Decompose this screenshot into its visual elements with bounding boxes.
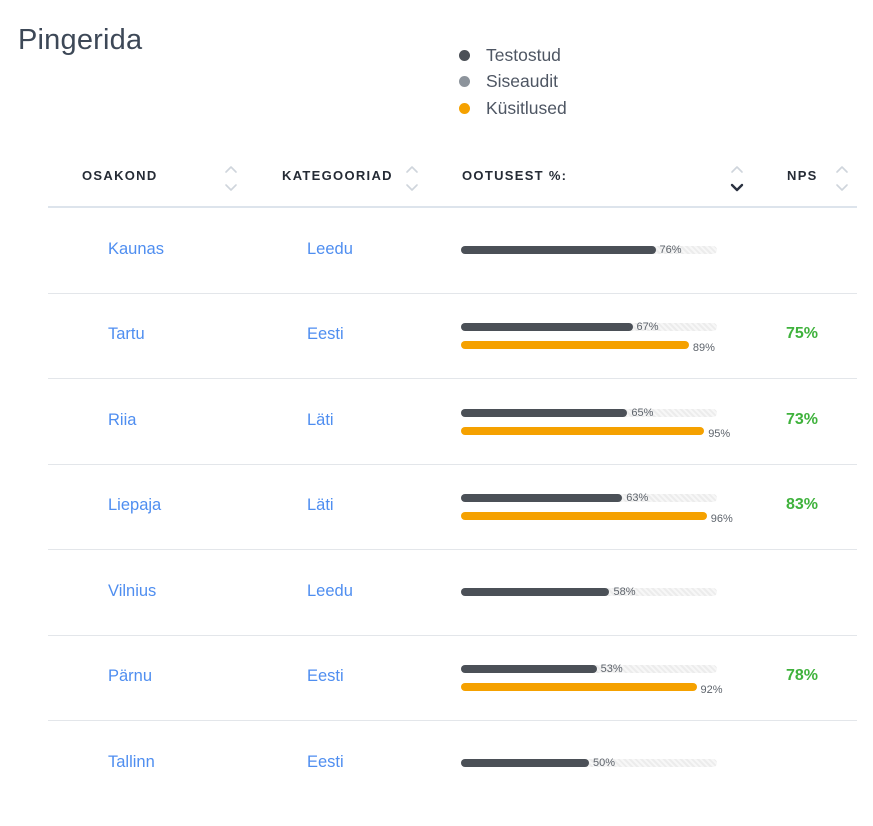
- tests-value-label: 50%: [593, 756, 616, 769]
- progress-track: [461, 758, 717, 767]
- column-header-category[interactable]: KATEGOORIAD: [282, 168, 393, 183]
- column-header-nps[interactable]: NPS: [787, 168, 818, 183]
- legend-dot-icon: [459, 76, 470, 88]
- survey-value-label: 89%: [692, 342, 715, 355]
- survey-value-label: 95%: [708, 427, 731, 440]
- unit-link[interactable]: Tallinn: [108, 752, 155, 771]
- unit-link[interactable]: Kaunas: [108, 239, 164, 258]
- tests-bar: [461, 323, 633, 332]
- table-row: Riia Läti 65% 95% 73%: [48, 378, 857, 465]
- chart-legend: Testostud Siseaudit Küsitlused: [459, 42, 567, 122]
- survey-bar: [461, 426, 705, 435]
- legend-item-tests: Testostud: [459, 42, 567, 69]
- page-title: Pingerida: [18, 24, 143, 56]
- table-row: Tartu Eesti 67% 89% 75%: [48, 293, 857, 379]
- legend-item-audit: Siseaudit: [459, 69, 567, 96]
- unit-link[interactable]: Liepaja: [108, 496, 162, 515]
- tests-bar: [461, 587, 610, 596]
- category-link[interactable]: Eesti: [307, 752, 344, 771]
- nps-value: 78%: [786, 667, 819, 685]
- tests-bar: [461, 665, 597, 674]
- sort-icon[interactable]: [405, 160, 419, 196]
- category-link[interactable]: Leedu: [307, 581, 353, 600]
- category-link[interactable]: Läti: [307, 410, 334, 429]
- column-header-expectation[interactable]: OOTUSEST %:: [462, 168, 568, 183]
- legend-dot-icon: [459, 49, 470, 61]
- table-row: Tallinn Eesti 50%: [48, 720, 857, 806]
- unit-link[interactable]: Vilnius: [108, 581, 157, 600]
- legend-item-surveys: Küsitlused: [459, 95, 567, 122]
- category-link[interactable]: Eesti: [307, 325, 344, 344]
- legend-label: Küsitlused: [486, 97, 567, 118]
- tests-bar: [461, 758, 589, 767]
- category-link[interactable]: Leedu: [307, 239, 353, 258]
- tests-value-label: 63%: [626, 492, 649, 505]
- tests-value-label: 76%: [659, 243, 682, 256]
- legend-label: Siseaudit: [486, 71, 558, 92]
- unit-link[interactable]: Pärnu: [108, 667, 153, 686]
- survey-bar: [461, 512, 707, 521]
- survey-value-label: 96%: [710, 513, 733, 526]
- legend-dot-icon: [459, 102, 470, 114]
- survey-bar: [461, 683, 697, 692]
- nps-value: 83%: [786, 496, 819, 514]
- tests-bar: [461, 245, 656, 254]
- category-link[interactable]: Läti: [307, 496, 334, 515]
- legend-label: Testostud: [486, 44, 561, 65]
- category-link[interactable]: Eesti: [307, 667, 344, 686]
- tests-bar: [461, 494, 623, 503]
- sort-icon[interactable]: [730, 160, 744, 196]
- tests-value-label: 65%: [631, 406, 654, 419]
- nps-value: 75%: [786, 325, 819, 343]
- unit-link[interactable]: Riia: [108, 410, 137, 429]
- column-header-unit[interactable]: OSAKOND: [82, 168, 158, 183]
- nps-value: 73%: [786, 410, 819, 428]
- sort-icon[interactable]: [224, 160, 238, 196]
- table-row: Vilnius Leedu 58%: [48, 549, 857, 636]
- survey-value-label: 92%: [700, 684, 723, 697]
- tests-value-label: 58%: [613, 585, 636, 598]
- table-row: Liepaja Läti 63% 96% 83%: [48, 464, 857, 550]
- tests-bar: [461, 408, 628, 417]
- table-header: OSAKOND KATEGOORIAD OOTUSEST %: NPS: [48, 150, 857, 208]
- tests-value-label: 67%: [636, 321, 659, 334]
- table-row: Pärnu Eesti 53% 92% 78%: [48, 635, 857, 721]
- survey-bar: [461, 341, 689, 350]
- tests-value-label: 53%: [600, 663, 623, 676]
- unit-link[interactable]: Tartu: [108, 325, 145, 344]
- table-row: Kaunas Leedu 76%: [48, 207, 857, 294]
- sort-icon[interactable]: [835, 160, 849, 196]
